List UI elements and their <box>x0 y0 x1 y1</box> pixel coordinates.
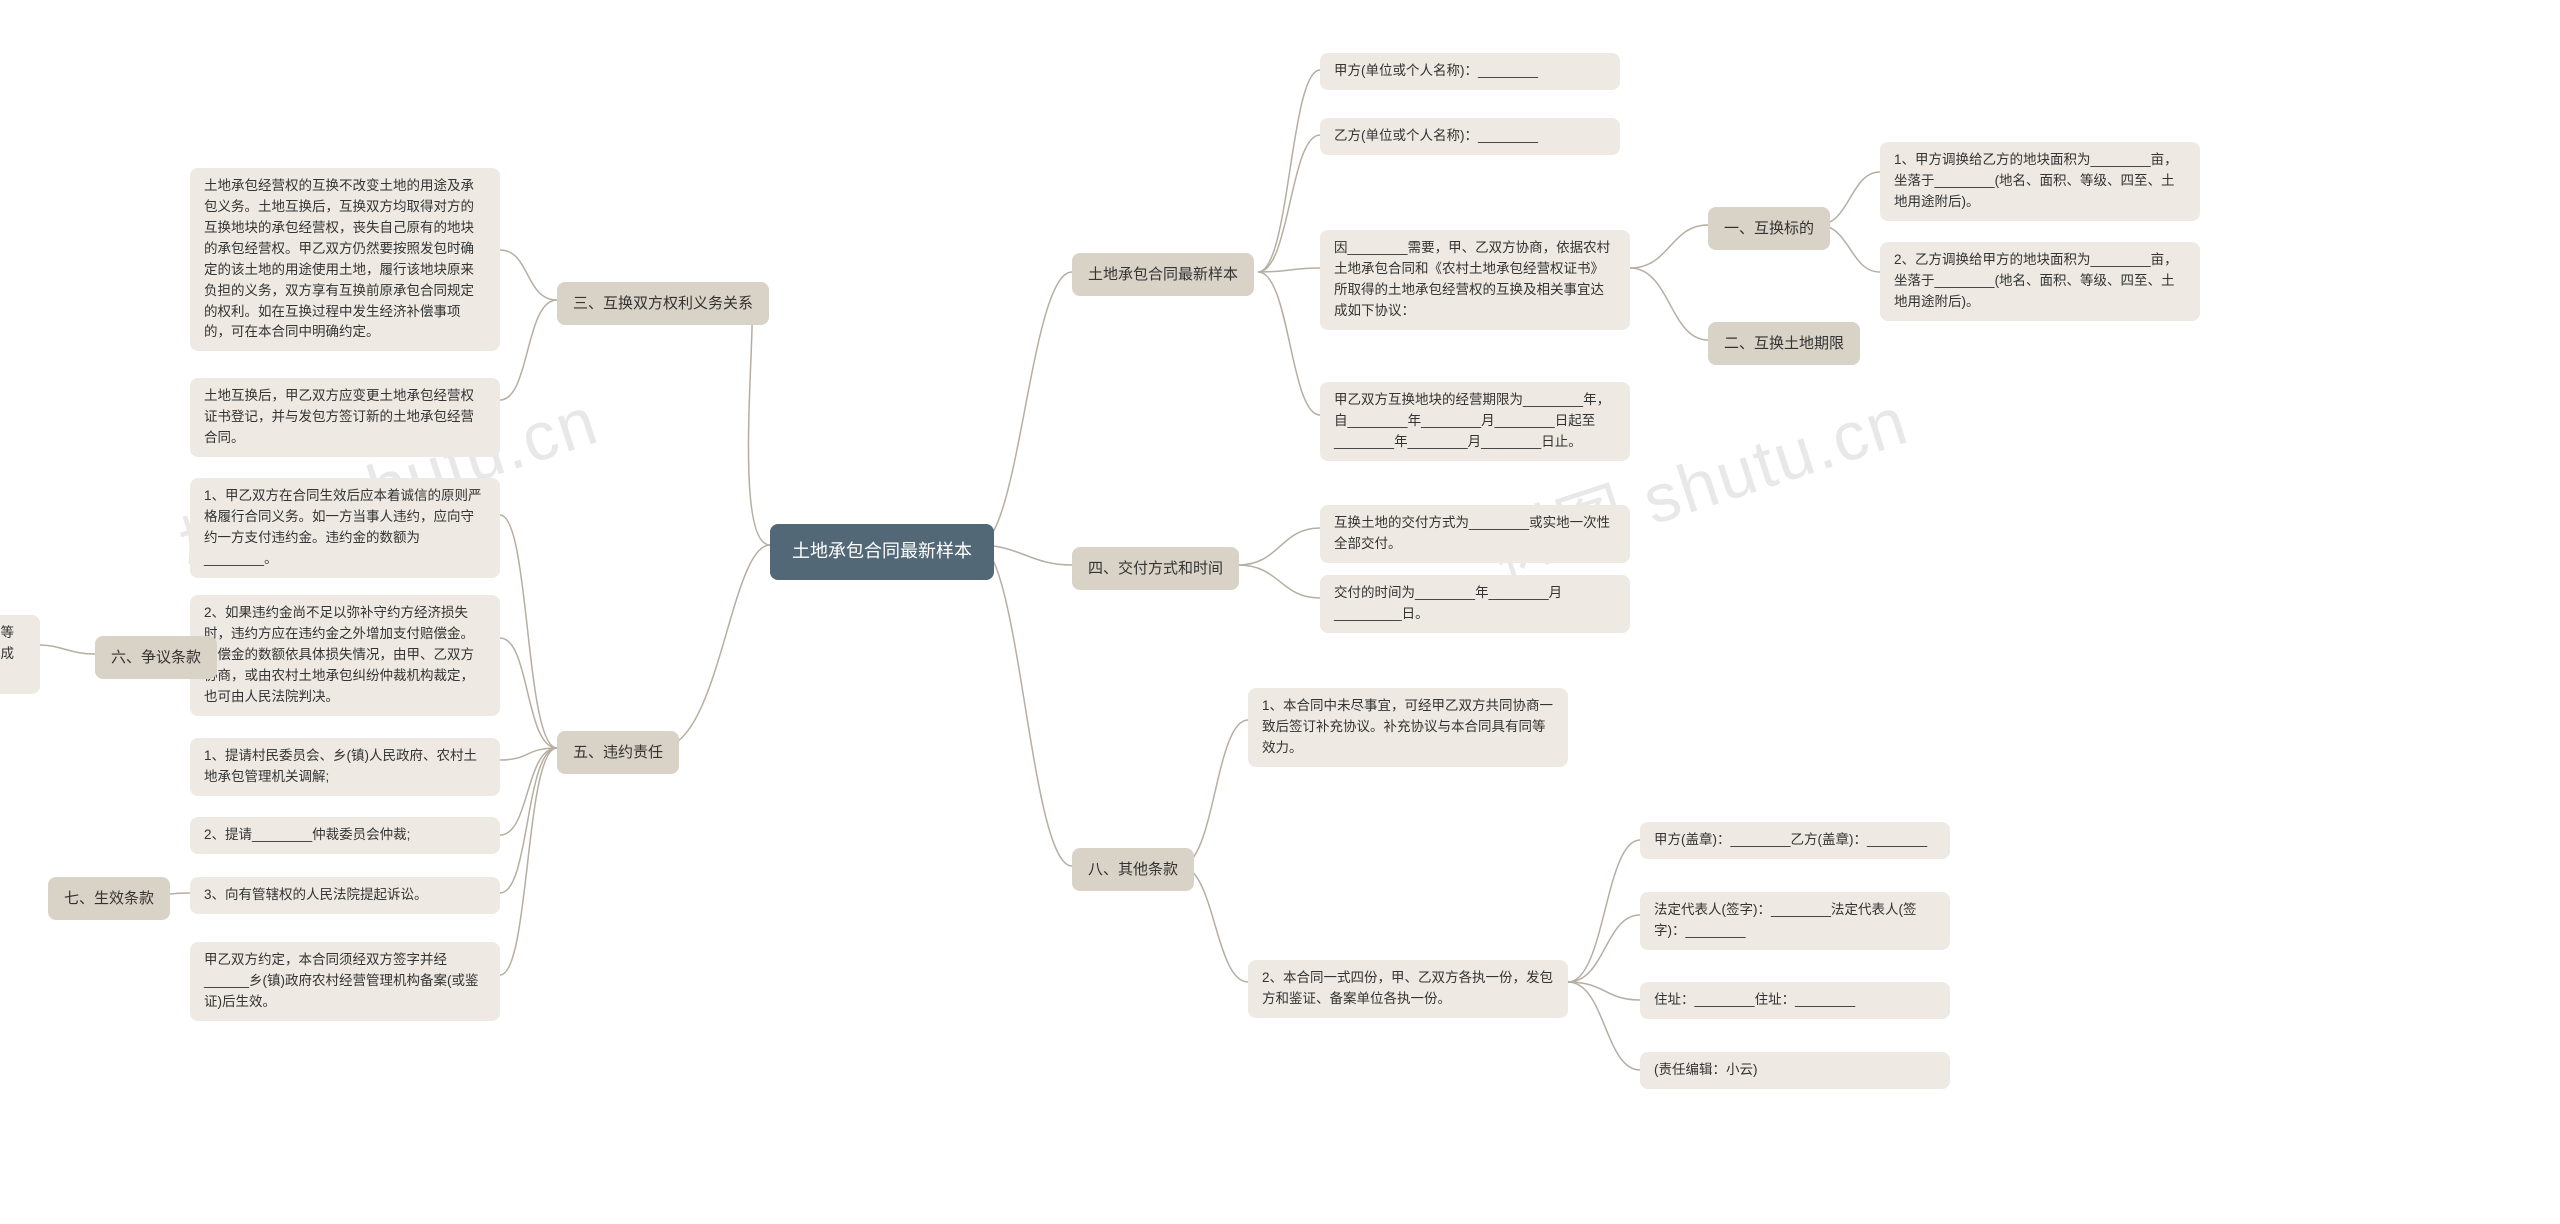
root-node[interactable]: 土地承包合同最新样本 <box>770 524 994 580</box>
b1-child-2: 乙方(单位或个人名称)：________ <box>1320 118 1620 155</box>
branch-1[interactable]: 土地承包合同最新样本 <box>1072 253 1254 296</box>
b5-child-4: 2、提请________仲裁委员会仲裁; <box>190 817 500 854</box>
b1-c3-sub1-c2: 2、乙方调换给甲方的地块面积为________亩，坐落于________(地名、… <box>1880 242 2200 321</box>
b1-c3-sub1[interactable]: 一、互换标的 <box>1708 207 1830 250</box>
branch-3[interactable]: 三、互换双方权利义务关系 <box>557 282 769 325</box>
branch-5[interactable]: 五、违约责任 <box>557 731 679 774</box>
branch-6[interactable]: 六、争议条款 <box>95 636 217 679</box>
b8-c2-sub3: 住址：________住址：________ <box>1640 982 1950 1019</box>
b4-child-1: 互换土地的交付方式为________或实地一次性全部交付。 <box>1320 505 1630 563</box>
b5-child-1: 1、甲乙双方在合同生效后应本着诚信的原则严格履行合同义务。如一方当事人违约，应向… <box>190 478 500 578</box>
branch-8[interactable]: 八、其他条款 <box>1072 848 1194 891</box>
b1-child-4: 甲乙双方互换地块的经营期限为________年，自________年______… <box>1320 382 1630 461</box>
b3-child-2: 土地互换后，甲乙双方应变更土地承包经营权证书登记，并与发包方签订新的土地承包经营… <box>190 378 500 457</box>
b5-child-6: 甲乙双方约定，本合同须经双方签字并经______乡(镇)政府农村经营管理机构备案… <box>190 942 500 1021</box>
b5-child-5: 3、向有管辖权的人民法院提起诉讼。 <box>190 877 500 914</box>
b8-c2-sub2: 法定代表人(签字)：________法定代表人(签字)：________ <box>1640 892 1950 950</box>
b1-c3-sub2[interactable]: 二、互换土地期限 <box>1708 322 1860 365</box>
b5-child-3: 1、提请村民委员会、乡(镇)人民政府、农村土地承包管理机关调解; <box>190 738 500 796</box>
b8-child-2: 2、本合同一式四份，甲、乙双方各执一份，发包方和鉴证、备案单位各执一份。 <box>1248 960 1568 1018</box>
b1-child-1: 甲方(单位或个人名称)：________ <box>1320 53 1620 90</box>
b1-child-3: 因________需要，甲、乙双方协商，依据农村土地承包合同和《农村土地承包经营… <box>1320 230 1630 330</box>
b5-child-2: 2、如果违约金尚不足以弥补守约方经济损失时，违约方应在违约金之外增加支付赔偿金。… <box>190 595 500 716</box>
b8-child-1: 1、本合同中未尽事宜，可经甲乙双方共同协商一致后签订补充协议。补充协议与本合同具… <box>1248 688 1568 767</box>
b1-c3-sub1-c1: 1、甲方调换给乙方的地块面积为________亩，坐落于________(地名、… <box>1880 142 2200 221</box>
b8-c2-sub1: 甲方(盖章)：________乙方(盖章)：________ <box>1640 822 1950 859</box>
b4-child-2: 交付的时间为________年________月_________日。 <box>1320 575 1630 633</box>
branch-7[interactable]: 七、生效条款 <box>48 877 170 920</box>
b6-child-1: 因本合同的订立、生效、履行、变更或解除等发生争议时，甲乙双方应协商解决，协商不成… <box>0 615 40 694</box>
b3-child-1: 土地承包经营权的互换不改变土地的用途及承包义务。土地互换后，互换双方均取得对方的… <box>190 168 500 351</box>
b8-c2-sub4: (责任编辑：小云) <box>1640 1052 1950 1089</box>
branch-4[interactable]: 四、交付方式和时间 <box>1072 547 1239 590</box>
